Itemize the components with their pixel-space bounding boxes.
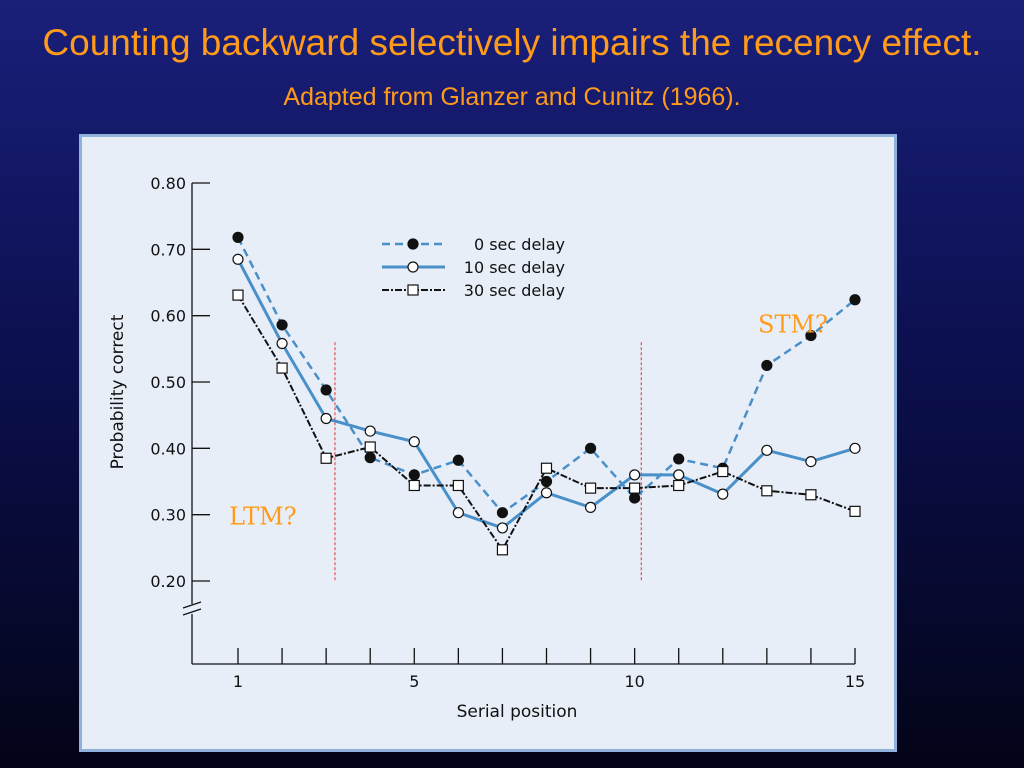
data-point-series-1 [276, 337, 288, 350]
chart-panel: 0.80 0.70 0.60 0.50 0.40 0.30 0.20 1 5 10 15 Serial… [79, 134, 897, 752]
data-point-series-2 [673, 479, 685, 492]
data-point-series-1 [717, 488, 729, 500]
y-tick-label: 0.40 [150, 439, 186, 458]
data-point-series-0 [408, 469, 420, 481]
x-tick-label: 1 [233, 672, 243, 691]
data-point-series-2 [364, 441, 376, 453]
y-tick-label: 0.50 [150, 373, 186, 392]
axes: 0.800.700.600.500.400.300.201 5 10 15Serial… [108, 174, 865, 722]
slide-title: Counting backward selectively impairs th… [0, 18, 1024, 122]
data-point-series-1 [761, 444, 773, 456]
x-tick-label: 5 [409, 672, 419, 691]
data-point-series-2 [232, 289, 244, 301]
legend-swatch-marker [407, 284, 419, 296]
data-point-series-2 [320, 452, 332, 464]
data-point-series-0 [320, 384, 332, 396]
data-point-series-1 [364, 425, 376, 437]
data-point-series-1 [540, 487, 553, 499]
x-tick-label: 15 [845, 672, 865, 691]
data-point-series-0 [849, 294, 861, 306]
data-point-series-1 [232, 253, 244, 265]
data-point-series-1 [849, 442, 861, 454]
data-point-series-0 [232, 231, 244, 243]
data-point-series-2 [496, 544, 509, 556]
legend-label: 0 sec delay [474, 235, 565, 254]
data-point-series-0 [452, 454, 464, 466]
data-point-series-2 [805, 489, 817, 501]
annotations: STM? LTM? [229, 310, 828, 530]
legend-swatch-marker [407, 261, 419, 273]
data-point-series-2 [629, 482, 641, 494]
data-point-series-2 [849, 505, 861, 517]
series-group [232, 231, 861, 556]
y-tick-label: 0.60 [150, 307, 186, 326]
data-point-series-0 [540, 475, 553, 488]
data-point-series-2 [540, 462, 553, 474]
y-tick-label: 0.70 [150, 240, 186, 259]
annotation-label: LTM? [229, 503, 296, 531]
data-point-series-0 [364, 452, 376, 464]
dividers [334, 342, 642, 581]
y-tick-label: 0.30 [150, 506, 186, 525]
data-point-series-1 [496, 522, 509, 534]
legend-swatch-marker [407, 238, 419, 250]
data-point-series-1 [673, 469, 685, 481]
data-point-series-0 [761, 359, 773, 372]
data-point-series-0 [276, 319, 288, 331]
legend-label: 30 sec delay [464, 281, 565, 300]
axis-break-mark [182, 601, 202, 609]
y-tick-label: 0.20 [150, 572, 186, 591]
data-point-series-2 [452, 479, 464, 492]
axis-break-mark [182, 608, 202, 616]
data-point-series-0 [673, 453, 685, 465]
data-point-series-1 [452, 507, 464, 519]
y-tick-label: 0.80 [150, 174, 186, 193]
data-point-series-2 [584, 482, 597, 494]
data-point-series-2 [717, 465, 729, 478]
title-main: Counting backward selectively impairs th… [42, 22, 982, 63]
data-point-series-0 [584, 442, 597, 454]
x-tick-label: 10 [624, 672, 644, 691]
legend-label: 10 sec delay [464, 258, 565, 277]
x-axis-title: Serial position [457, 702, 578, 722]
annotation-label: STM? [758, 310, 828, 338]
legend: 0 sec delay 10 sec delay 30 sec delay [382, 235, 565, 300]
data-point-series-1 [629, 469, 641, 481]
data-point-series-0 [629, 492, 641, 504]
title-source: Adapted from Glanzer and Cunitz (1966). [283, 83, 741, 111]
data-point-series-1 [320, 412, 332, 425]
y-axis-title: Probability correct [108, 314, 128, 469]
data-point-series-1 [584, 501, 597, 513]
data-point-series-1 [408, 436, 420, 448]
line-chart: 0.800.700.600.500.400.300.201 5 10 15Serial… [108, 174, 865, 722]
data-point-series-0 [496, 507, 509, 519]
data-point-series-2 [276, 362, 288, 374]
data-point-series-1 [805, 456, 817, 468]
data-point-series-2 [408, 479, 420, 492]
data-point-series-2 [761, 485, 773, 497]
data-point-series-0 [805, 329, 817, 342]
